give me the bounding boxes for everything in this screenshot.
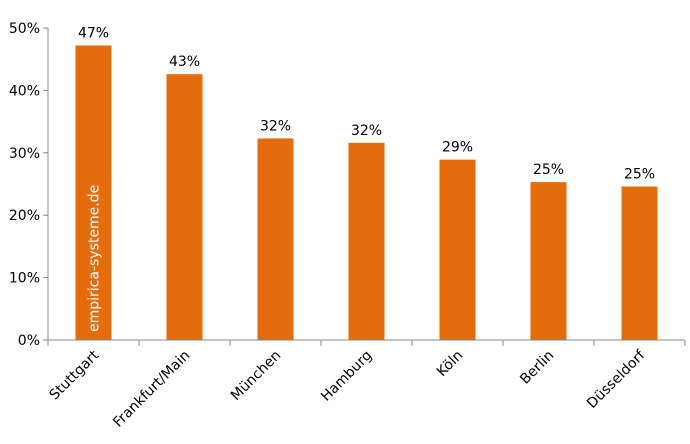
y-tick-label: 20% [9, 208, 40, 224]
x-tick-label: Stuttgart [47, 347, 103, 403]
value-label: 32% [260, 118, 291, 134]
x-tick-label: München [228, 348, 284, 404]
x-tick-label: Düsseldorf [584, 347, 649, 412]
y-tick-label: 0% [18, 333, 40, 349]
bar [621, 186, 658, 340]
y-tick-label: 30% [9, 146, 40, 162]
value-label: 25% [624, 166, 655, 182]
x-tick-label: Frankfurt/Main [110, 348, 193, 431]
x-tick-label: Hamburg [318, 348, 375, 405]
bar [439, 159, 476, 340]
y-tick-label: 10% [9, 271, 40, 287]
bar [257, 138, 294, 340]
x-tick-label: Köln [434, 348, 466, 380]
value-label: 43% [169, 54, 200, 70]
value-label: 32% [351, 123, 382, 139]
bar [166, 74, 203, 341]
value-label: 25% [533, 162, 564, 178]
value-label: 47% [78, 25, 109, 41]
bar [530, 182, 567, 340]
watermark: empirica-systeme.de [87, 185, 103, 332]
y-tick-label: 40% [9, 83, 40, 99]
x-tick-label: Berlin [517, 348, 557, 388]
value-label: 29% [442, 140, 473, 156]
y-tick-label: 50% [9, 21, 40, 37]
bar [348, 142, 385, 340]
bar [75, 45, 112, 341]
